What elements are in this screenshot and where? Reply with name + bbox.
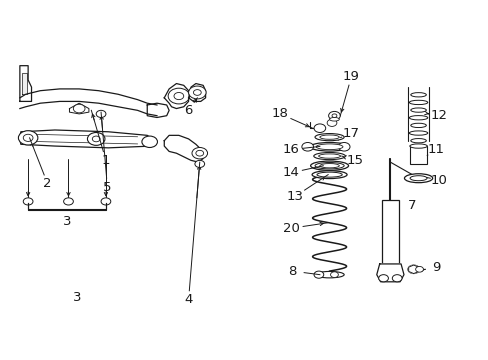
- Text: 1: 1: [102, 154, 110, 167]
- Bar: [410, 103, 426, 110]
- Ellipse shape: [410, 108, 426, 112]
- Circle shape: [192, 148, 207, 159]
- Circle shape: [188, 86, 205, 99]
- Circle shape: [195, 160, 204, 167]
- Ellipse shape: [311, 171, 346, 179]
- Bar: [409, 146, 427, 164]
- Ellipse shape: [329, 117, 339, 121]
- Text: 6: 6: [184, 104, 192, 117]
- Circle shape: [378, 275, 387, 282]
- Circle shape: [174, 93, 183, 100]
- Polygon shape: [164, 84, 188, 109]
- Text: 11: 11: [427, 143, 444, 156]
- Polygon shape: [376, 264, 403, 282]
- Ellipse shape: [408, 116, 427, 120]
- Circle shape: [193, 90, 201, 95]
- Circle shape: [407, 265, 419, 274]
- Ellipse shape: [314, 134, 344, 141]
- Circle shape: [92, 136, 100, 142]
- Ellipse shape: [319, 135, 339, 139]
- Circle shape: [63, 198, 73, 205]
- Circle shape: [23, 198, 33, 205]
- Bar: [381, 200, 398, 264]
- Circle shape: [328, 111, 340, 120]
- Ellipse shape: [314, 162, 344, 169]
- Circle shape: [415, 266, 423, 272]
- Circle shape: [313, 124, 325, 132]
- Text: 7: 7: [407, 198, 416, 212]
- Circle shape: [168, 88, 189, 104]
- Ellipse shape: [409, 176, 426, 181]
- Ellipse shape: [409, 144, 427, 148]
- Text: 20: 20: [282, 222, 299, 235]
- Text: 12: 12: [429, 109, 447, 122]
- Polygon shape: [20, 66, 31, 102]
- Text: 2: 2: [43, 177, 52, 190]
- Ellipse shape: [408, 131, 427, 135]
- Text: 3: 3: [62, 215, 71, 228]
- Ellipse shape: [316, 144, 342, 150]
- Circle shape: [23, 134, 33, 141]
- Text: 13: 13: [286, 190, 304, 203]
- Circle shape: [313, 271, 323, 278]
- Polygon shape: [188, 84, 205, 102]
- Ellipse shape: [410, 139, 426, 143]
- Polygon shape: [408, 265, 418, 274]
- Circle shape: [331, 114, 336, 117]
- Circle shape: [87, 132, 105, 145]
- Text: 16: 16: [282, 143, 299, 156]
- Ellipse shape: [314, 271, 344, 278]
- Bar: [410, 133, 426, 141]
- Text: 8: 8: [287, 265, 296, 278]
- Ellipse shape: [309, 143, 348, 151]
- Ellipse shape: [408, 100, 427, 104]
- Text: 3: 3: [72, 291, 81, 305]
- Text: 15: 15: [346, 154, 363, 167]
- Text: 9: 9: [431, 261, 440, 274]
- Polygon shape: [22, 73, 27, 94]
- Circle shape: [101, 198, 111, 205]
- Ellipse shape: [313, 153, 345, 159]
- Text: 5: 5: [103, 181, 111, 194]
- Ellipse shape: [316, 172, 342, 177]
- Text: 17: 17: [342, 127, 359, 140]
- Ellipse shape: [404, 174, 432, 183]
- Bar: [408, 95, 427, 103]
- Circle shape: [19, 131, 38, 145]
- Circle shape: [330, 272, 338, 278]
- Ellipse shape: [310, 161, 348, 170]
- Circle shape: [338, 143, 349, 151]
- Polygon shape: [20, 130, 154, 148]
- Text: 10: 10: [429, 174, 447, 186]
- Bar: [408, 125, 427, 133]
- Text: 18: 18: [271, 107, 288, 120]
- Ellipse shape: [319, 163, 339, 168]
- Ellipse shape: [410, 123, 426, 127]
- Text: 4: 4: [184, 293, 192, 306]
- Ellipse shape: [410, 93, 426, 97]
- Polygon shape: [164, 135, 203, 162]
- Bar: [408, 110, 427, 118]
- Ellipse shape: [318, 154, 340, 158]
- Circle shape: [391, 275, 401, 282]
- Circle shape: [326, 119, 336, 126]
- Circle shape: [73, 104, 85, 113]
- Circle shape: [196, 150, 203, 156]
- Polygon shape: [147, 103, 169, 117]
- Bar: [410, 118, 426, 125]
- Circle shape: [96, 111, 106, 117]
- Text: 14: 14: [282, 166, 299, 179]
- Circle shape: [301, 143, 313, 151]
- Bar: [410, 87, 426, 95]
- Circle shape: [142, 136, 157, 148]
- Polygon shape: [69, 103, 89, 114]
- Text: 19: 19: [342, 70, 359, 83]
